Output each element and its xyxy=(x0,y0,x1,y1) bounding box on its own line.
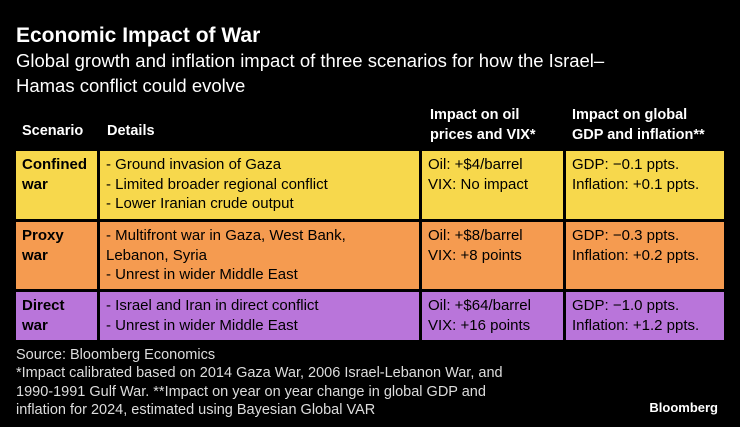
header-line: Impact on global xyxy=(572,107,688,123)
details-line: - Unrest in wider Middle East xyxy=(106,266,298,283)
scenario-line: war xyxy=(22,175,48,193)
details-line: Lebanon, Syria xyxy=(106,246,207,264)
source: Source: Bloomberg Economics xyxy=(16,347,216,363)
logo: Bloomberg xyxy=(649,400,718,415)
oil-line: Oil: +$8/barrel xyxy=(428,227,523,244)
oil-line: VIX: +8 points xyxy=(428,246,522,264)
oil-line: Oil: +$64/barrel xyxy=(428,297,531,314)
oil-cell: Oil: +$64/barrel VIX: +16 points xyxy=(422,292,563,340)
subtitle: Hamas conflict could evolve xyxy=(16,75,246,96)
title: Economic Impact of War xyxy=(16,24,261,47)
oil-cell: Oil: +$8/barrel VIX: +8 points xyxy=(422,222,563,289)
gdp-line: GDP: −0.1 ppts. xyxy=(572,156,680,173)
gdp-cell: GDP: −1.0 ppts. Inflation: +1.2 ppts. xyxy=(566,292,724,340)
notes: *Impact calibrated based on 2014 Gaza Wa… xyxy=(16,364,503,420)
gdp-line: Inflation: +0.2 ppts. xyxy=(572,246,700,264)
details-cell: - Ground invasion of Gaza - Limited broad… xyxy=(100,151,419,219)
column-header: Impact on oil prices and VIX* xyxy=(430,105,536,145)
header-line: prices and VIX* xyxy=(430,127,536,143)
gdp-line: Inflation: +0.1 ppts. xyxy=(572,175,700,193)
oil-line: Oil: +$4/barrel xyxy=(428,156,523,173)
details-line: - Limited broader regional conflict xyxy=(106,175,328,193)
details-cell: - Israel and Iran in direct conflict - Un… xyxy=(100,292,419,340)
details-line: - Unrest in wider Middle East xyxy=(106,316,298,334)
column-header: Scenario xyxy=(22,123,84,139)
gdp-line: Inflation: +1.2 ppts. xyxy=(572,316,700,334)
scenario-line: Direct xyxy=(22,297,65,314)
scenario-line: Confined xyxy=(22,156,87,173)
details-line: - Israel and Iran in direct conflict xyxy=(106,297,319,314)
oil-cell: Oil: +$4/barrel VIX: No impact xyxy=(422,151,563,219)
scenario-line: war xyxy=(22,316,48,334)
scenario-cell: Proxy war xyxy=(16,222,97,289)
oil-line: VIX: No impact xyxy=(428,175,529,193)
column-header: Impact on global GDP and inflation** xyxy=(572,105,705,145)
header-line: GDP and inflation** xyxy=(572,127,705,143)
gdp-cell: GDP: −0.1 ppts. Inflation: +0.1 ppts. xyxy=(566,151,724,219)
note-line: *Impact calibrated based on 2014 Gaza Wa… xyxy=(16,365,503,381)
details-line: - Ground invasion of Gaza xyxy=(106,156,282,173)
details-line: - Lower Iranian crude output xyxy=(106,195,294,212)
gdp-line: GDP: −1.0 ppts. xyxy=(572,297,680,314)
oil-line: VIX: +16 points xyxy=(428,316,531,334)
details-cell: - Multifront war in Gaza, West Bank, Leba… xyxy=(100,222,419,289)
details-line: - Multifront war in Gaza, West Bank, xyxy=(106,227,346,244)
scenario-cell: Confined war xyxy=(16,151,97,219)
scenario-cell: Direct war xyxy=(16,292,97,340)
header-line: Impact on oil xyxy=(430,107,520,123)
column-header: Details xyxy=(107,123,155,139)
gdp-line: GDP: −0.3 ppts. xyxy=(572,227,680,244)
subtitle: Global growth and inflation impact of th… xyxy=(16,50,605,71)
scenario-line: Proxy xyxy=(22,227,64,244)
note-line: inflation for 2024, estimated using Baye… xyxy=(16,402,376,418)
scenario-line: war xyxy=(22,246,48,264)
gdp-cell: GDP: −0.3 ppts. Inflation: +0.2 ppts. xyxy=(566,222,724,289)
note-line: 1990-1991 Gulf War. **Impact on year on … xyxy=(16,383,486,400)
